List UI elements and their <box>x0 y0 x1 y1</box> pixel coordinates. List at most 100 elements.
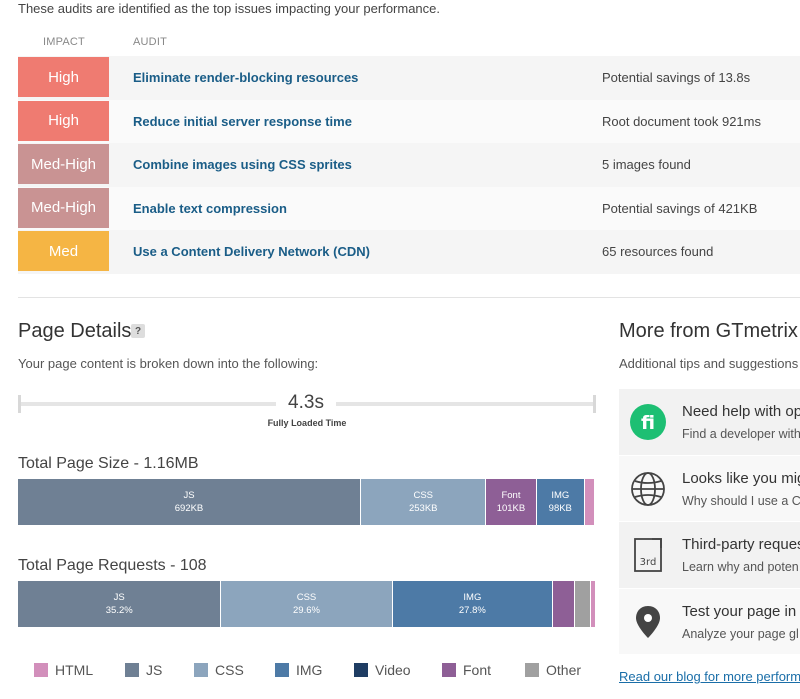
audit-table: High Eliminate render-blocking resources… <box>18 56 800 274</box>
audit-name[interactable]: Use a Content Delivery Network (CDN) <box>133 244 370 259</box>
segment-value: 98KB <box>548 503 572 514</box>
impact-badge: High <box>18 100 109 141</box>
audit-name[interactable]: Eliminate render-blocking resources <box>133 70 359 85</box>
audit-result: 5 images found <box>602 157 691 172</box>
map-pin-icon <box>630 604 666 640</box>
audit-name[interactable]: Enable text compression <box>133 200 287 216</box>
segment-value: 101KB <box>496 503 526 514</box>
audit-row[interactable]: High Reduce initial server response time… <box>18 99 800 143</box>
fully-loaded-label: Fully Loaded Time <box>267 418 347 428</box>
audit-result: Root document took 921ms <box>602 113 761 129</box>
bar-segment-img: IMG 98KB <box>536 479 586 525</box>
segment-name: JS <box>113 592 125 603</box>
segment-value: 692KB <box>174 503 204 514</box>
legend-swatch <box>275 663 289 677</box>
third-party-icon: 3rd <box>630 537 666 573</box>
legend-item-html: HTML <box>34 662 93 678</box>
segment-name: Font <box>501 490 521 501</box>
more-subtitle: Additional tips and suggestions b <box>619 356 800 371</box>
legend-swatch <box>194 663 208 677</box>
legend-item-font: Font <box>442 662 491 678</box>
audit-row[interactable]: Med-High Enable text compression Potenti… <box>18 186 800 230</box>
legend-item-css: CSS <box>194 662 244 678</box>
bar-segment-other <box>574 581 591 627</box>
more-item-desc: Find a developer with <box>682 427 800 441</box>
more-item-desc: Analyze your page gl <box>682 626 799 641</box>
audit-name[interactable]: Combine images using CSS sprites <box>133 157 352 172</box>
more-item-title: Looks like you mig <box>682 469 800 487</box>
segment-value: 35.2% <box>105 605 133 616</box>
impact-header: IMPACT <box>43 36 85 48</box>
segment-name: IMG <box>551 490 570 501</box>
page-requests-title: Total Page Requests - 108 <box>18 557 207 574</box>
legend-swatch <box>354 663 368 677</box>
bar-segment-font <box>553 581 575 627</box>
audit-row[interactable]: Med Use a Content Delivery Network (CDN)… <box>18 230 800 274</box>
legend-item-video: Video <box>354 662 411 678</box>
bar-segment-font: Font 101KB <box>486 479 537 525</box>
legend-item-js: JS <box>125 662 162 678</box>
timeline-end-cap <box>593 395 596 413</box>
audit-result: Potential savings of 13.8s <box>602 70 751 85</box>
page-size-title: Total Page Size - 1.16MB <box>18 455 199 472</box>
segment-name: CSS <box>413 490 433 501</box>
segment-value: 253KB <box>408 503 438 514</box>
impact-badge: Med-High <box>18 187 109 228</box>
more-item-desc: Learn why and poten <box>682 560 799 574</box>
legend-swatch <box>125 663 139 677</box>
more-title: More from GTmetrix <box>619 320 798 342</box>
impact-badge: High <box>18 57 109 97</box>
legend-swatch <box>442 663 456 677</box>
audit-result: Potential savings of 421KB <box>602 200 758 216</box>
segment-name: JS <box>183 490 195 501</box>
section-divider <box>18 297 800 298</box>
audit-row[interactable]: Med-High Combine images using CSS sprite… <box>18 143 800 187</box>
impact-badge: Med-High <box>18 144 109 184</box>
help-icon[interactable]: ? <box>131 324 145 338</box>
more-item[interactable]: 3rd Third-party reques Learn why and pot… <box>619 522 800 589</box>
audit-row[interactable]: High Eliminate render-blocking resources… <box>18 56 800 100</box>
bar-segment-other <box>594 479 596 525</box>
bar-segment-css: CSS 253KB <box>361 479 487 525</box>
audit-result: 65 resources found <box>602 244 714 259</box>
page-requests-bar: JS 35.2% CSS 29.6% IMG 27.8% <box>18 581 596 627</box>
segment-name: CSS <box>296 592 317 603</box>
fully-loaded-timeline: 4.3s <box>18 392 596 414</box>
more-item[interactable]: fi Need help with op Find a developer wi… <box>619 389 800 456</box>
legend-label: IMG <box>296 662 323 678</box>
bar-segment-html <box>585 479 595 525</box>
segment-value: 29.6% <box>293 605 320 616</box>
audits-intro: These audits are identified as the top i… <box>18 1 441 16</box>
segment-value: 27.8% <box>458 605 486 616</box>
blog-link[interactable]: Read our blog for more performa <box>619 669 800 684</box>
audit-header: AUDIT <box>133 36 167 48</box>
bar-segment-js: JS 692KB <box>18 479 362 525</box>
legend-label: Font <box>463 662 492 678</box>
audit-name[interactable]: Reduce initial server response time <box>133 113 352 129</box>
more-item-title: Test your page in m <box>682 602 800 620</box>
legend-label: HTML <box>55 662 94 678</box>
impact-badge: Med <box>18 231 109 271</box>
more-item-desc: Why should I use a C <box>682 493 800 508</box>
bar-segment-css: CSS 29.6% <box>221 581 393 627</box>
timeline-start-cap <box>18 395 21 413</box>
legend-label: Other <box>546 662 582 678</box>
legend-swatch <box>34 663 48 677</box>
segment-name: IMG <box>463 592 482 603</box>
more-item[interactable]: Looks like you mig Why should I use a C <box>619 455 800 522</box>
more-list: fi Need help with op Find a developer wi… <box>619 389 800 655</box>
more-item[interactable]: Test your page in m Analyze your page gl <box>619 588 800 655</box>
svg-text:3rd: 3rd <box>640 557 657 568</box>
bar-segment-img: IMG 27.8% <box>392 581 554 627</box>
page-details-subtitle: Your page content is broken down into th… <box>18 356 319 371</box>
svg-text:fi: fi <box>641 412 655 434</box>
legend-label: CSS <box>215 662 244 678</box>
bar-segment-js: JS 35.2% <box>18 581 222 627</box>
legend-item-other: Other <box>525 662 581 678</box>
page-size-bar: JS 692KB CSS 253KB Font 101KB IMG 98KB <box>18 479 596 525</box>
globe-icon <box>630 471 666 507</box>
fiverr-icon: fi <box>630 404 666 440</box>
page-details-title: Page Details <box>18 320 132 342</box>
bar-segment-html <box>590 581 596 627</box>
legend-label: Video <box>375 662 411 678</box>
